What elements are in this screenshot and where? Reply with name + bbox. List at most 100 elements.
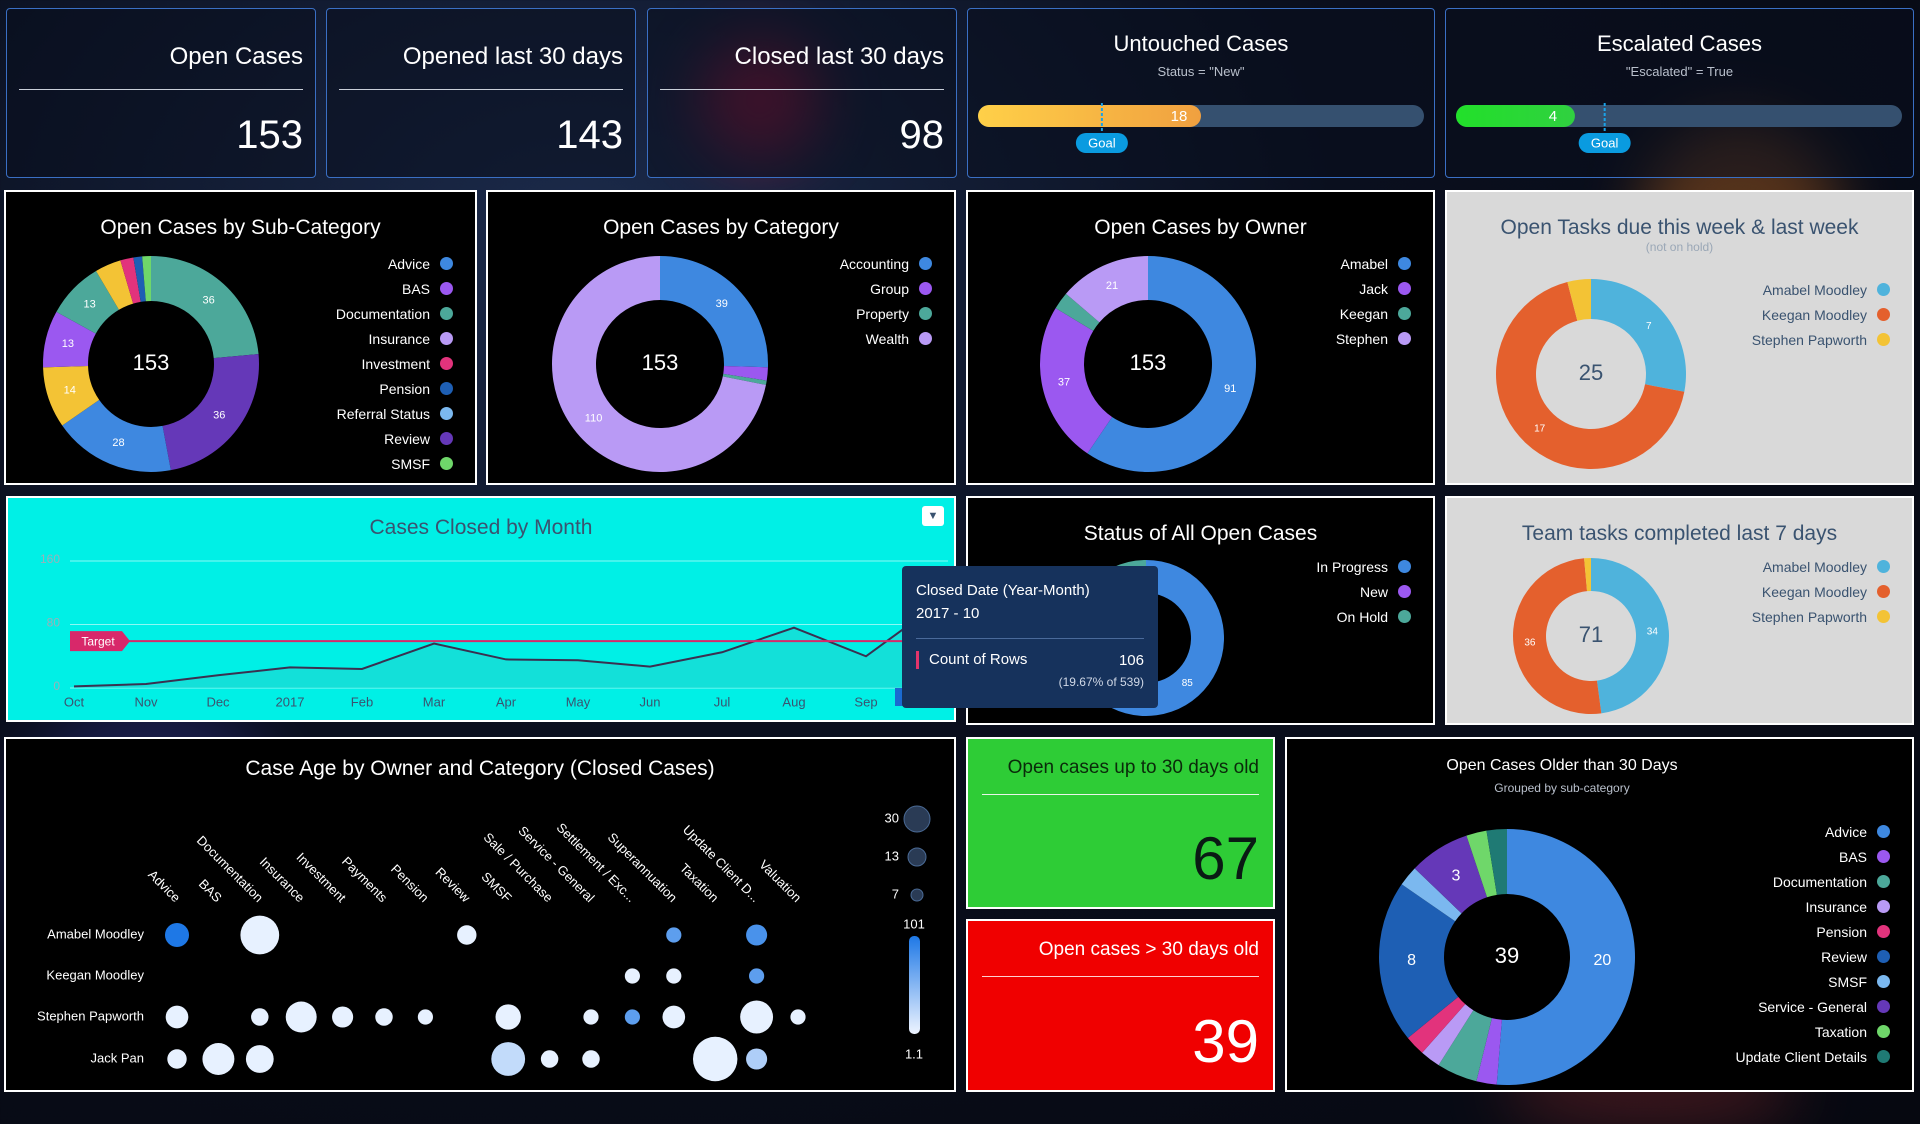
donut-slice[interactable] <box>1513 558 1602 714</box>
donut-slice[interactable] <box>722 373 767 385</box>
kpi-open-cases[interactable]: Open Cases 153 <box>6 8 316 178</box>
donut-slice[interactable] <box>1486 829 1507 895</box>
legend-item[interactable]: Review <box>1735 944 1890 969</box>
bubble[interactable] <box>375 1008 393 1026</box>
chart-case-age[interactable]: Case Age by Owner and Category (Closed C… <box>4 737 956 1092</box>
donut-slice[interactable] <box>1414 835 1488 914</box>
chart-subcategory[interactable]: Open Cases by Sub-Category 36 36 28 14 13 13 1… <box>4 190 477 485</box>
donut-slice[interactable] <box>1401 868 1462 922</box>
donut-slice[interactable] <box>1496 829 1635 1085</box>
donut-slice[interactable] <box>1496 281 1685 469</box>
legend-item[interactable]: Advice <box>1735 819 1890 844</box>
legend-item[interactable]: SMSF <box>336 451 453 476</box>
legend-item[interactable]: On Hold <box>1316 604 1411 629</box>
donut-slice[interactable] <box>1422 1004 1474 1066</box>
donut-slice[interactable] <box>43 311 96 368</box>
donut-slice[interactable] <box>1040 308 1113 454</box>
bubble[interactable] <box>692 1036 738 1082</box>
legend-item[interactable]: Property <box>840 301 932 326</box>
donut-slice[interactable] <box>1055 293 1100 331</box>
legend-item[interactable]: Pension <box>336 376 453 401</box>
chevron-down-icon[interactable]: ▼ <box>922 506 944 526</box>
donut-slice[interactable] <box>1591 558 1669 714</box>
bubble[interactable] <box>582 1050 600 1068</box>
donut-slice[interactable] <box>43 365 100 426</box>
donut-slice[interactable] <box>56 271 119 334</box>
donut-slice[interactable] <box>1567 279 1591 321</box>
bubble[interactable] <box>662 1005 686 1029</box>
bubble[interactable] <box>746 924 768 946</box>
donut-slice[interactable] <box>1065 256 1148 323</box>
bubble[interactable] <box>583 1009 599 1025</box>
bubble[interactable] <box>540 1050 559 1068</box>
bubble[interactable] <box>790 1009 806 1025</box>
chart-tasks-week[interactable]: Open Tasks due this week & last week (no… <box>1445 190 1914 485</box>
legend-item[interactable]: Jack <box>1336 276 1411 301</box>
donut-slice[interactable] <box>1087 256 1256 473</box>
bubble[interactable] <box>624 1009 640 1025</box>
legend-item[interactable]: In Progress <box>1316 554 1411 579</box>
legend-item[interactable]: Stephen Papworth <box>1752 604 1890 629</box>
legend-item[interactable]: Documentation <box>336 301 453 326</box>
legend-item[interactable]: Investment <box>336 351 453 376</box>
donut-slice[interactable] <box>96 260 134 310</box>
bubble[interactable] <box>666 968 682 984</box>
legend-item[interactable]: SMSF <box>1735 969 1890 994</box>
legend-item[interactable]: Keegan <box>1336 301 1411 326</box>
legend-item[interactable]: Pension <box>1735 919 1890 944</box>
bubble[interactable] <box>285 1001 317 1033</box>
chart-team-tasks[interactable]: Team tasks completed last 7 days 34 36 71 … <box>1445 496 1914 725</box>
chart-owner[interactable]: Open Cases by Owner 91 37 21 153 Amabel Jack… <box>966 190 1435 485</box>
bubble[interactable] <box>666 927 682 943</box>
legend-item[interactable]: Keegan Moodley <box>1752 302 1890 327</box>
kpi-opened-30[interactable]: Opened last 30 days 143 <box>326 8 636 178</box>
gauge-untouched[interactable]: Untouched Cases Status = "New" 18 Goal <box>967 8 1435 178</box>
legend-item[interactable]: Advice <box>336 251 453 276</box>
donut-slice[interactable] <box>1476 1018 1502 1085</box>
bubble[interactable] <box>167 1049 187 1069</box>
donut-slice[interactable] <box>62 399 171 473</box>
legend-item[interactable]: Update Client Details <box>1735 1044 1890 1069</box>
chart-older-30[interactable]: Open Cases Older than 30 Days Grouped by… <box>1285 737 1914 1092</box>
legend-item[interactable]: Keegan Moodley <box>1752 579 1890 604</box>
bubble[interactable] <box>417 1009 433 1025</box>
bubble[interactable] <box>491 1042 526 1076</box>
legend-item[interactable]: Service - General <box>1735 994 1890 1019</box>
bubble[interactable] <box>240 915 280 955</box>
legend-item[interactable]: Taxation <box>1735 1019 1890 1044</box>
donut-slice[interactable] <box>142 256 151 302</box>
legend-item[interactable]: Accounting <box>840 251 932 276</box>
kpi-closed-30[interactable]: Closed last 30 days 98 <box>647 8 957 178</box>
donut-slice[interactable] <box>723 365 768 381</box>
donut-slice[interactable] <box>133 256 146 302</box>
bubble[interactable] <box>332 1006 354 1028</box>
donut-slice[interactable] <box>1407 996 1466 1053</box>
donut-slice[interactable] <box>1438 1010 1492 1082</box>
donut-slice[interactable] <box>660 256 768 368</box>
legend-item[interactable]: BAS <box>1735 844 1890 869</box>
legend-item[interactable]: Stephen Papworth <box>1752 327 1890 352</box>
bubble[interactable] <box>740 1000 774 1034</box>
bubble[interactable] <box>251 1008 269 1026</box>
legend-item[interactable]: Documentation <box>1735 869 1890 894</box>
legend-item[interactable]: Amabel <box>1336 251 1411 276</box>
chart-category[interactable]: Open Cases by Category 39 110 153 Accounti… <box>486 190 956 485</box>
legend-item[interactable]: BAS <box>336 276 453 301</box>
legend-item[interactable]: Amabel Moodley <box>1752 277 1890 302</box>
kpi-over-30-days[interactable]: Open cases > 30 days old 39 <box>966 919 1275 1092</box>
donut-slice[interactable] <box>1379 884 1459 1038</box>
bubble[interactable] <box>164 922 190 948</box>
legend-item[interactable]: New <box>1316 579 1411 604</box>
legend-item[interactable]: Insurance <box>1735 894 1890 919</box>
bubble[interactable] <box>457 925 477 945</box>
donut-slice[interactable] <box>1466 830 1497 898</box>
donut-slice[interactable] <box>1591 279 1686 392</box>
gauge-escalated[interactable]: Escalated Cases "Escalated" = True 4 Goal <box>1445 8 1914 178</box>
bubble[interactable] <box>202 1043 235 1075</box>
bubble[interactable] <box>749 968 765 984</box>
legend-item[interactable]: Referral Status <box>336 401 453 426</box>
bubble[interactable] <box>624 968 640 984</box>
legend-item[interactable]: Insurance <box>336 326 453 351</box>
legend-item[interactable]: Group <box>840 276 932 301</box>
bubble[interactable] <box>165 1005 189 1029</box>
